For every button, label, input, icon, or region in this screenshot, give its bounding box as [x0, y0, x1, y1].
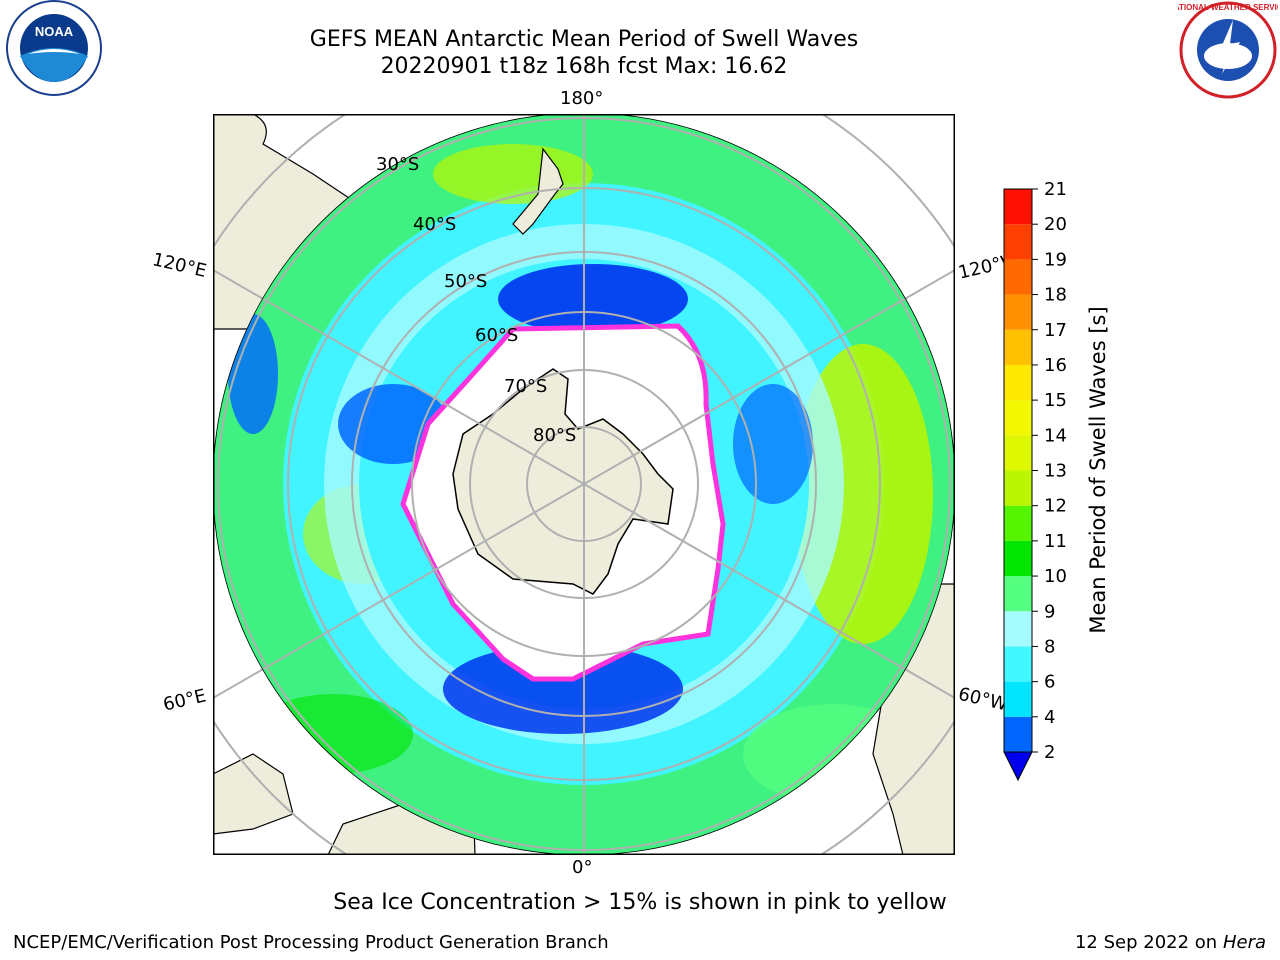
colorbar-tick-label: 20 — [1044, 214, 1067, 235]
colorbar-tick-label: 11 — [1044, 531, 1067, 552]
colorbar-tick-label: 8 — [1044, 636, 1055, 657]
colorbar-tick-label: 14 — [1044, 425, 1067, 446]
lat-label-40s: 40°S — [413, 214, 456, 235]
footer-credit: NCEP/EMC/Verification Post Processing Pr… — [13, 932, 609, 953]
lat-label-80s: 80°S — [533, 425, 576, 446]
colorbar-swatch — [1004, 189, 1032, 225]
colorbar-swatch — [1004, 646, 1032, 682]
colorbar-swatch — [1004, 224, 1032, 260]
footer-date-text: 12 Sep 2022 on — [1074, 932, 1218, 953]
noaa-logo: NOAA — [6, 0, 102, 96]
colorbar-tick-label: 9 — [1044, 601, 1055, 622]
nws-logo-icon: NATIONAL WEATHER SERVICE — [1178, 1, 1278, 99]
colorbar-tick-label: 21 — [1044, 180, 1067, 200]
colorbar-tick-label: 4 — [1044, 707, 1055, 728]
colorbar-swatch — [1004, 435, 1032, 471]
colorbar-under-arrow — [1003, 751, 1033, 782]
colorbar-swatch — [1004, 681, 1032, 717]
graticule — [213, 114, 955, 855]
colorbar-tick-label: 13 — [1044, 461, 1067, 482]
colorbar-swatch — [1004, 576, 1032, 612]
colorbar-swatch — [1004, 329, 1032, 365]
polar-map: 30°S 40°S 50°S 60°S 70°S 80°S — [213, 114, 955, 855]
colorbar-tick-label: 18 — [1044, 285, 1067, 306]
antarctica-land — [452, 368, 674, 595]
lat-label-50s: 50°S — [444, 271, 487, 292]
colorbar-swatch — [1004, 259, 1032, 295]
footer-date: 12 Sep 2022 on Hera — [1075, 932, 1266, 953]
colorbar-tick-label: 2 — [1044, 742, 1055, 763]
colorbar-tick-label: 17 — [1044, 320, 1067, 341]
lat-label-30s: 30°S — [376, 154, 419, 175]
colorbar-swatch — [1004, 540, 1032, 577]
sea-ice-note: Sea Ice Concentration > 15% is shown in … — [333, 890, 947, 915]
nws-logo-text: NATIONAL WEATHER SERVICE — [1178, 3, 1278, 12]
lat-label-60s: 60°S — [475, 325, 518, 346]
colorbar-tick-label: 12 — [1044, 496, 1067, 517]
colorbar-tick-label: 19 — [1044, 249, 1067, 270]
colorbar-tick-label: 15 — [1044, 390, 1067, 411]
lon-label-120e: 120°E — [150, 249, 209, 282]
colorbar-swatch — [1004, 716, 1032, 752]
colorbar-swatch — [1004, 611, 1032, 647]
lon-label-0: 0° — [572, 857, 593, 878]
colorbar-tick-label: 10 — [1044, 566, 1067, 587]
lon-label-180: 180° — [560, 88, 604, 109]
colorbar-swatch — [1004, 505, 1032, 541]
footer-host: Hera — [1222, 932, 1266, 953]
colorbar-swatch — [1004, 294, 1032, 330]
colorbar-tick-label: 16 — [1044, 355, 1067, 376]
colorbar: 2 4 6 8 9 10 11 12 13 14 15 16 17 18 19 20 21 — [1003, 180, 1067, 782]
map-title: GEFS MEAN Antarctic Mean Period of Swell… — [309, 27, 859, 52]
new-zealand-land — [512, 147, 564, 235]
colorbar-label: Mean Period of Swell Waves [s] — [1086, 306, 1110, 634]
colorbar-swatch — [1004, 364, 1032, 401]
lat-label-70s: 70°S — [504, 376, 547, 397]
map-subtitle: 20220901 t18z 168h fcst Max: 16.62 — [380, 54, 788, 79]
noaa-logo-text: NOAA — [35, 24, 74, 39]
colorbar-swatch — [1004, 470, 1032, 506]
colorbar-tick-label: 6 — [1044, 672, 1055, 693]
lon-label-60e: 60°E — [161, 685, 209, 716]
colorbar-swatch — [1004, 400, 1032, 436]
